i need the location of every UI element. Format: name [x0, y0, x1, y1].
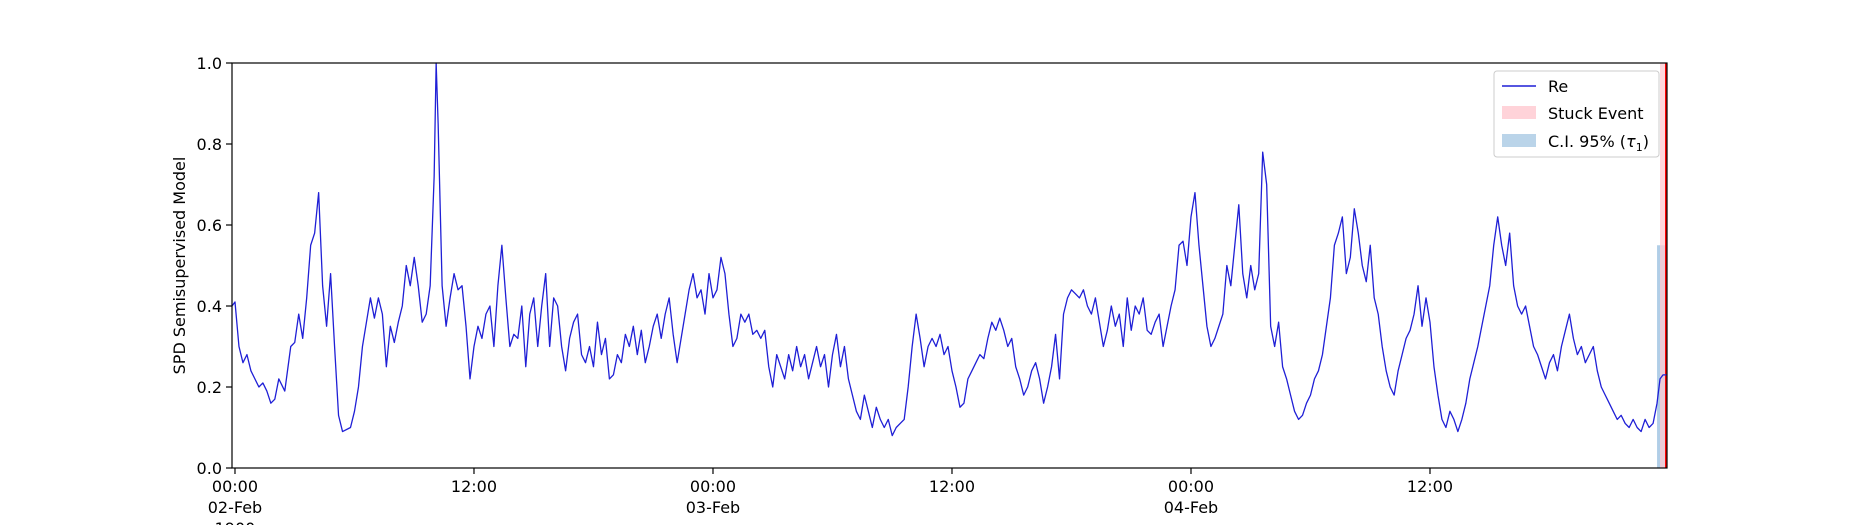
- x-tick-label: 00:00: [690, 477, 736, 496]
- y-tick-label: 0.4: [197, 297, 222, 316]
- legend-stuck-swatch: [1502, 106, 1536, 119]
- x-tick-label: 12:00: [1407, 477, 1453, 496]
- legend: Re Stuck Event C.I. 95% (τ1): [1493, 70, 1660, 158]
- legend-label-ci: C.I. 95% (τ1): [1548, 132, 1649, 154]
- legend-ci-symbol: τ: [1626, 132, 1636, 151]
- x-tick-label: 00:00: [1168, 477, 1214, 496]
- axes: [231, 62, 1668, 469]
- y-tick-label: 0.0: [197, 459, 222, 478]
- plot-frame: [231, 62, 1668, 469]
- legend-ci-subscript: 1: [1636, 141, 1643, 154]
- x-tick-label: 12:00: [451, 477, 497, 496]
- y-axis-label: SPD Semisupervised Model: [170, 157, 189, 375]
- x-tick-label: 03-Feb: [686, 498, 740, 517]
- y-tick-label: 0.8: [197, 135, 222, 154]
- x-tick-label: 02-Feb: [208, 498, 262, 517]
- x-tick-label: 04-Feb: [1164, 498, 1218, 517]
- legend-ci-swatch: [1502, 134, 1536, 147]
- x-ticks: 00:00 02-Feb 1900 12:00 00:00 03-Feb 12:00 00:0…: [208, 468, 1453, 525]
- y-ticks: 0.0 0.2 0.4 0.6 0.8 1.0: [197, 54, 232, 478]
- y-tick-label: 1.0: [197, 54, 222, 73]
- y-tick-label: 0.6: [197, 216, 222, 235]
- stuck-event-band: [1660, 63, 1667, 468]
- legend-ci-prefix: C.I. 95% (: [1548, 132, 1626, 151]
- legend-ci-suffix: ): [1643, 132, 1649, 151]
- legend-label-stuck: Stuck Event: [1548, 104, 1644, 123]
- x-tick-label: 12:00: [929, 477, 975, 496]
- y-tick-label: 0.2: [197, 378, 222, 397]
- series-layer: [231, 62, 1667, 437]
- series-line-0: [231, 62, 1667, 437]
- legend-label-series: Re: [1548, 77, 1568, 96]
- x-tick-label: 1900: [215, 519, 256, 525]
- x-tick-label: 00:00: [212, 477, 258, 496]
- highlight-bands: [1657, 63, 1667, 468]
